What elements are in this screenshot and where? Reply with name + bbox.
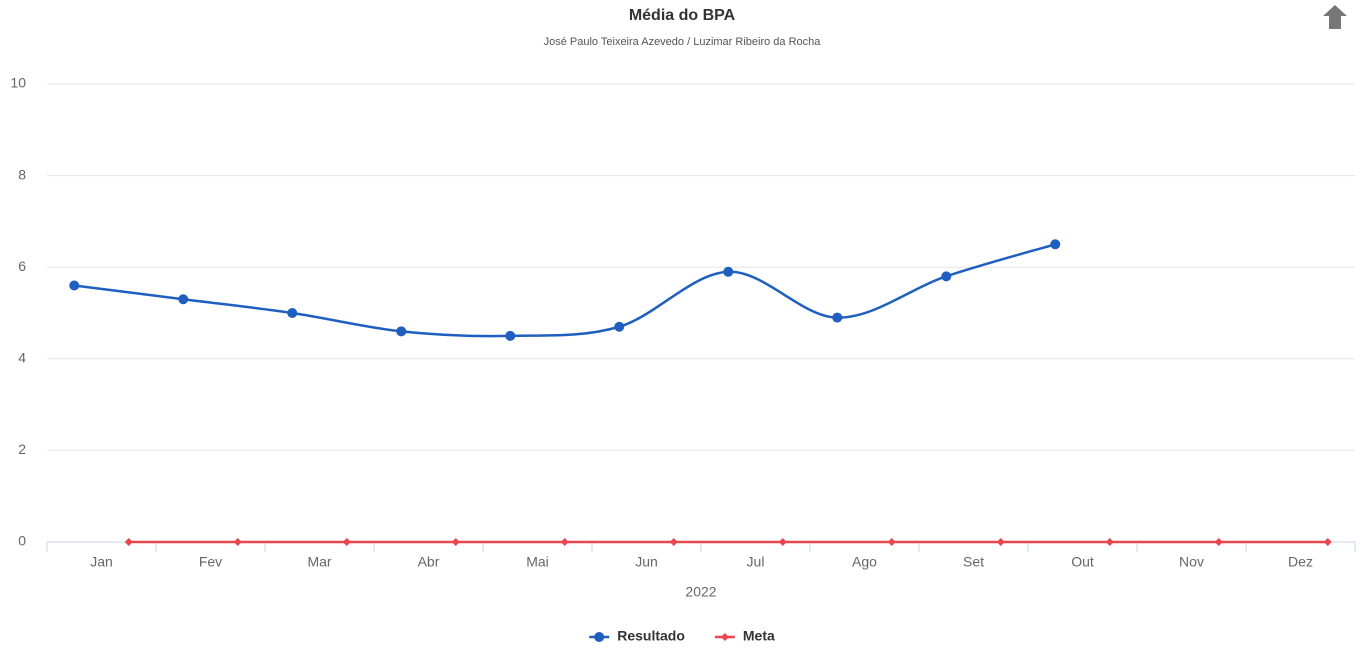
y-tick-label: 4	[18, 350, 26, 366]
y-tick-label: 6	[18, 258, 26, 274]
data-point	[124, 538, 133, 546]
x-tick-label: Jan	[90, 554, 113, 570]
x-tick-label: Fev	[199, 554, 222, 570]
data-point	[505, 330, 516, 341]
menu-button[interactable]	[1323, 5, 1347, 29]
x-tick-label: Nov	[1179, 554, 1204, 570]
chart-subtitle: José Paulo Teixeira Azevedo / Luzimar Ri…	[544, 36, 822, 48]
chart-title: Média do BPA	[629, 7, 736, 24]
x-tick-label: Jun	[635, 554, 658, 570]
x-tick-label: Abr	[418, 554, 440, 570]
data-point	[720, 633, 729, 641]
data-point	[941, 271, 952, 282]
data-point	[396, 326, 407, 337]
x-axis-title: 2022	[685, 584, 716, 600]
data-point	[594, 632, 605, 642]
x-tick-label: Mar	[307, 554, 331, 570]
data-point	[1105, 538, 1114, 546]
legend-label: Resultado	[617, 628, 685, 644]
x-tick-label: Out	[1071, 554, 1094, 570]
x-tick-label: Ago	[852, 554, 877, 570]
y-tick-label: 8	[18, 166, 26, 182]
y-tick-label: 0	[18, 533, 26, 549]
data-point	[669, 538, 678, 546]
x-tick-label: Dez	[1288, 554, 1313, 570]
data-point	[178, 294, 189, 305]
menu-icon[interactable]	[1323, 5, 1347, 29]
data-point	[69, 280, 80, 291]
data-point	[1214, 538, 1223, 546]
data-point	[451, 538, 460, 546]
x-tick-label: Set	[963, 554, 984, 570]
data-point	[1323, 538, 1332, 546]
data-point	[996, 538, 1005, 546]
legend-label: Meta	[743, 628, 775, 644]
data-point	[1050, 239, 1061, 250]
legend: Resultado Meta	[589, 628, 775, 644]
data-point	[342, 538, 351, 546]
data-point	[723, 266, 734, 277]
y-tick-label: 2	[18, 441, 26, 457]
data-point	[560, 538, 569, 546]
data-point	[287, 308, 298, 318]
data-point	[832, 312, 843, 323]
data-point	[614, 321, 625, 332]
x-tick-label: Mai	[526, 554, 549, 570]
x-tick-label: Jul	[747, 554, 765, 570]
data-point	[887, 538, 896, 546]
data-point	[233, 538, 242, 546]
y-tick-label: 10	[10, 75, 26, 91]
data-point	[778, 538, 787, 546]
series-line	[74, 243, 1056, 338]
